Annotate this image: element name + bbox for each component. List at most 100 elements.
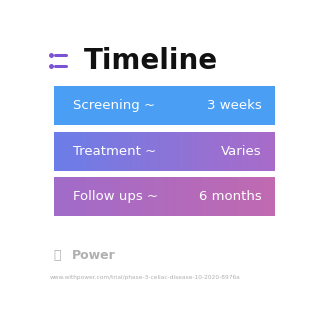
Bar <box>109 177 112 216</box>
Bar <box>223 177 225 216</box>
Bar <box>235 132 236 171</box>
Text: Treatment ~: Treatment ~ <box>74 145 157 158</box>
Bar <box>73 86 75 126</box>
Bar <box>193 132 196 171</box>
Bar <box>55 177 57 216</box>
Bar <box>257 86 259 126</box>
Bar <box>139 86 141 126</box>
Bar <box>271 132 273 171</box>
Bar <box>196 177 198 216</box>
Bar <box>164 177 166 216</box>
Bar <box>254 177 256 216</box>
Bar <box>129 86 131 126</box>
Bar <box>118 86 120 126</box>
Bar <box>199 132 201 171</box>
Bar <box>267 86 269 126</box>
Bar <box>121 177 123 216</box>
Bar <box>95 86 97 126</box>
Bar <box>139 177 141 216</box>
Bar <box>195 86 197 126</box>
Bar <box>182 177 184 216</box>
Bar <box>73 132 75 171</box>
Bar <box>113 132 115 171</box>
Bar <box>102 132 104 171</box>
Bar <box>186 86 188 126</box>
Bar <box>68 132 70 171</box>
Bar <box>79 132 81 171</box>
Bar <box>220 132 222 171</box>
Bar <box>84 132 86 171</box>
Bar <box>54 132 56 171</box>
Bar <box>108 86 110 126</box>
Bar <box>219 132 220 171</box>
Bar <box>182 132 184 171</box>
Bar <box>245 132 247 171</box>
Bar <box>61 86 63 126</box>
Bar <box>123 132 125 171</box>
Bar <box>120 177 122 216</box>
Bar <box>189 177 191 216</box>
Bar <box>188 132 189 171</box>
Bar <box>205 177 207 216</box>
Bar <box>158 177 160 216</box>
Bar <box>212 132 214 171</box>
Bar <box>177 132 179 171</box>
Bar <box>111 132 113 171</box>
Bar <box>211 177 213 216</box>
Bar <box>264 86 266 126</box>
Bar <box>198 177 200 216</box>
Bar <box>167 132 169 171</box>
Bar <box>133 177 135 216</box>
Bar <box>215 177 218 216</box>
Bar <box>158 132 160 171</box>
Bar <box>67 132 69 171</box>
Bar <box>255 132 257 171</box>
Bar <box>271 86 273 126</box>
Bar <box>221 132 223 171</box>
Bar <box>267 132 269 171</box>
Bar <box>199 86 201 126</box>
Bar <box>135 86 137 126</box>
Bar <box>58 86 60 126</box>
Bar <box>204 177 206 216</box>
Bar <box>79 177 81 216</box>
Bar <box>118 132 120 171</box>
Bar <box>76 86 78 126</box>
Bar <box>142 86 144 126</box>
Bar <box>126 177 128 216</box>
Bar <box>177 177 179 216</box>
Text: Follow ups ~: Follow ups ~ <box>74 190 159 203</box>
Bar <box>57 86 59 126</box>
Bar <box>223 132 225 171</box>
Bar <box>254 86 256 126</box>
Bar <box>267 177 269 216</box>
Bar <box>91 132 92 171</box>
Bar <box>126 132 128 171</box>
Bar <box>114 86 116 126</box>
Bar <box>249 177 251 216</box>
Bar <box>135 132 137 171</box>
Bar <box>111 177 113 216</box>
Bar <box>201 86 203 126</box>
Bar <box>219 86 220 126</box>
Bar <box>83 86 85 126</box>
Bar <box>257 177 259 216</box>
Bar <box>252 132 254 171</box>
Bar <box>148 86 150 126</box>
Bar <box>190 177 192 216</box>
Bar <box>105 86 107 126</box>
Bar <box>174 177 176 216</box>
Bar <box>173 177 175 216</box>
Bar <box>143 86 145 126</box>
Bar <box>248 86 250 126</box>
Bar <box>239 177 241 216</box>
Bar <box>140 86 142 126</box>
Bar <box>252 177 254 216</box>
Bar <box>273 177 275 216</box>
Bar <box>95 177 97 216</box>
Bar <box>87 177 90 216</box>
Bar <box>217 177 219 216</box>
Bar <box>86 86 88 126</box>
Bar <box>120 86 122 126</box>
Bar <box>74 177 76 216</box>
